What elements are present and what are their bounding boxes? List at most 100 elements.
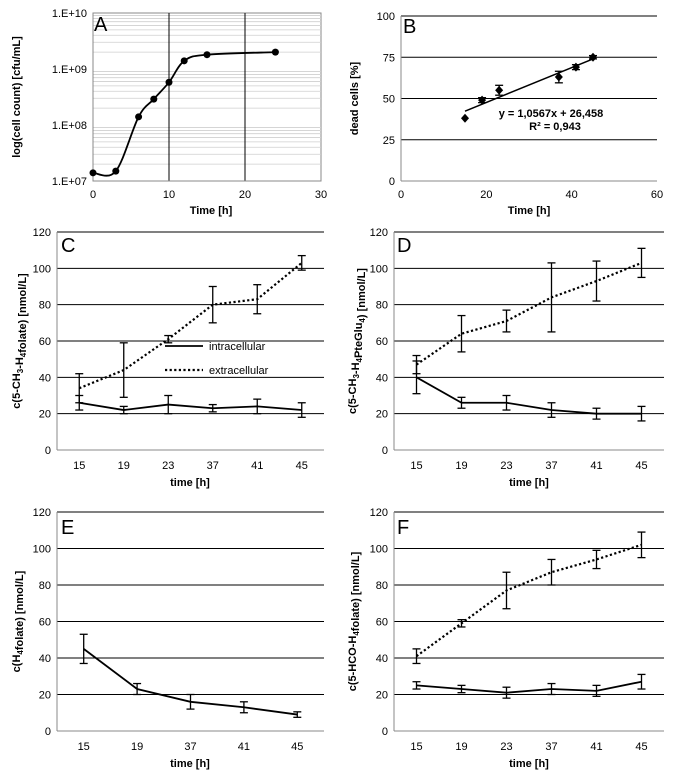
panel-c-ytick-label: 60 <box>39 336 51 348</box>
panel-a-xtick-label: 10 <box>163 189 175 201</box>
panel-b-series-dead-cells-point <box>478 95 487 105</box>
panel-b-xtick-label: 0 <box>398 189 404 201</box>
panel-e-ytick-label: 80 <box>39 580 51 592</box>
panel-a-series-cell-count-point <box>165 78 173 86</box>
panel-a: 1.E+07 1.E+08 1.E+09 1.E+10 0 10 20 30 Time [h] l… <box>11 8 327 217</box>
panel-b-xtick-label: 20 <box>480 189 492 201</box>
panel-d-ytick-label: 60 <box>376 336 388 348</box>
panel-d-ytick-label: 0 <box>382 445 388 457</box>
panel-b-ytick-label: 25 <box>383 135 395 147</box>
panel-e-ytick-label: 100 <box>33 544 51 556</box>
panel-e-ytick-label: 20 <box>39 690 51 702</box>
panel-a-xtick-label: 0 <box>90 189 96 201</box>
panel-c-ylabel: c(5-CH3-H4folate) [nmol/L] <box>11 273 29 409</box>
panel-b-series-dead-cells-point <box>461 113 469 123</box>
panel-a-series-cell-count-point <box>89 169 97 177</box>
panel-b-letter: B <box>403 16 416 38</box>
panel-d-xtick-label: 23 <box>500 460 512 472</box>
panel-f-xtick-label: 41 <box>590 741 602 753</box>
panel-a-series-cell-count-point <box>150 95 158 103</box>
panel-f-xlabel: time [h] <box>509 758 549 770</box>
panel-e-ytick-label: 120 <box>33 507 51 519</box>
panel-c-xtick-label: 45 <box>296 460 308 472</box>
panel-f-ytick-label: 100 <box>370 544 388 556</box>
panel-f-ylabel: c(5-HCO-H4folate) [nmol/L] <box>347 551 362 691</box>
panel-d-ytick-label: 80 <box>376 300 388 312</box>
panel-b-ytick-label: 50 <box>383 94 395 106</box>
panel-e: 0 20 40 60 80 100 120 15 19 37 41 45 time [h] c(H4fol… <box>11 507 324 770</box>
panel-a-xtick-label: 30 <box>315 189 327 201</box>
panel-b-series-dead-cells-point <box>589 52 597 62</box>
panel-b-ytick-label: 100 <box>377 11 395 23</box>
panel-e-xlabel: time [h] <box>170 758 210 770</box>
panel-a-xlabel: Time [h] <box>190 205 233 217</box>
panel-e-ytick-label: 60 <box>39 617 51 629</box>
panel-f-series-extracellular-line <box>415 543 642 658</box>
panel-d: 0 20 40 60 80 100 120 15 19 23 37 41 45 time [h] c(5-C… <box>347 227 664 489</box>
panel-b-ylabel: dead cells [%] <box>349 61 361 135</box>
panel-f-xtick-label: 45 <box>635 741 647 753</box>
panel-b-series-dead-cells-point <box>571 62 580 72</box>
panel-c-xtick-label: 23 <box>162 460 174 472</box>
panel-e-ytick-label: 0 <box>45 726 51 738</box>
panel-a-ylabel: log(cell count) [cfu/mL] <box>11 36 23 158</box>
panel-c-series-extracellular-line <box>78 262 303 390</box>
panel-e-xtick-label: 19 <box>131 741 143 753</box>
panel-b-xtick-label: 40 <box>566 189 578 201</box>
panel-c-ytick-label: 120 <box>33 227 51 239</box>
panel-d-letter: D <box>397 235 411 257</box>
panel-c-letter: C <box>61 235 75 257</box>
panel-a-series-cell-count-point <box>203 51 211 59</box>
panel-c-xtick-label: 41 <box>251 460 263 472</box>
panel-f-xtick-label: 19 <box>455 741 467 753</box>
panel-e-xtick-label: 37 <box>184 741 196 753</box>
panel-f-xtick-label: 37 <box>545 741 557 753</box>
panel-f-ytick-label: 40 <box>376 653 388 665</box>
panel-b-ytick-label: 75 <box>383 52 395 64</box>
panel-a-frame <box>92 12 322 182</box>
panel-c-legend-label: intracellular <box>209 341 266 353</box>
panel-f-xtick-label: 23 <box>500 741 512 753</box>
panel-c-xtick-label: 37 <box>207 460 219 472</box>
panel-b-series-dead-cells-point <box>495 85 504 95</box>
panel-c: 0 20 40 60 80 100 120 15 19 23 37 41 45 time [h] c(5-C… <box>11 227 324 489</box>
panel-a-letter: A <box>94 14 108 36</box>
panel-a-series-cell-count-point <box>271 48 279 56</box>
panel-b-r2: R² = 0,943 <box>529 121 581 133</box>
panel-b: 0 25 50 75 100 0 20 40 60 Time [h] dead cells [%] B… <box>349 11 663 217</box>
panel-e-xtick-label: 41 <box>238 741 250 753</box>
panel-a-series-cell-count-point <box>135 113 143 121</box>
panel-a-ytick-label: 1.E+10 <box>52 8 87 20</box>
panel-c-xtick-label: 19 <box>118 460 130 472</box>
panel-b-ytick-label: 0 <box>389 176 395 188</box>
panel-a-ytick-label: 1.E+08 <box>52 120 87 132</box>
panel-f-ytick-label: 60 <box>376 617 388 629</box>
panel-c-ytick-label: 40 <box>39 372 51 384</box>
panel-a-ytick-label: 1.E+09 <box>52 64 87 76</box>
panel-c-ytick-label: 20 <box>39 409 51 421</box>
panel-d-ytick-label: 120 <box>370 227 388 239</box>
panel-d-xtick-label: 19 <box>455 460 467 472</box>
panel-a-xtick-label: 20 <box>239 189 251 201</box>
panel-d-xtick-label: 41 <box>590 460 602 472</box>
panel-d-xtick-label: 45 <box>635 460 647 472</box>
panel-e-letter: E <box>61 517 74 539</box>
panel-b-xlabel: Time [h] <box>508 205 551 217</box>
panel-d-ytick-label: 40 <box>376 372 388 384</box>
panel-c-legend-label: extracellular <box>209 365 269 377</box>
panel-e-ylabel: c(H4folate) [nmol/L] <box>11 570 26 672</box>
panel-b-xtick-label: 60 <box>651 189 663 201</box>
panel-e-xtick-label: 15 <box>78 741 90 753</box>
panel-e-ytick-label: 40 <box>39 653 51 665</box>
panel-e-xtick-label: 45 <box>291 741 303 753</box>
panel-a-series-cell-count-point <box>180 57 188 65</box>
panel-f-letter: F <box>397 517 409 539</box>
panel-b-trendline <box>464 58 594 112</box>
panel-d-xlabel: time [h] <box>509 477 549 489</box>
panel-d-series-intracellular-line <box>416 376 642 415</box>
panel-d-ylabel: c(5-CH3-H4PteGlu4) [nmol/L] <box>347 268 368 414</box>
panel-a-series-cell-count-line <box>92 51 276 177</box>
panel-f-ytick-label: 0 <box>382 726 388 738</box>
panel-d-xtick-label: 37 <box>545 460 557 472</box>
